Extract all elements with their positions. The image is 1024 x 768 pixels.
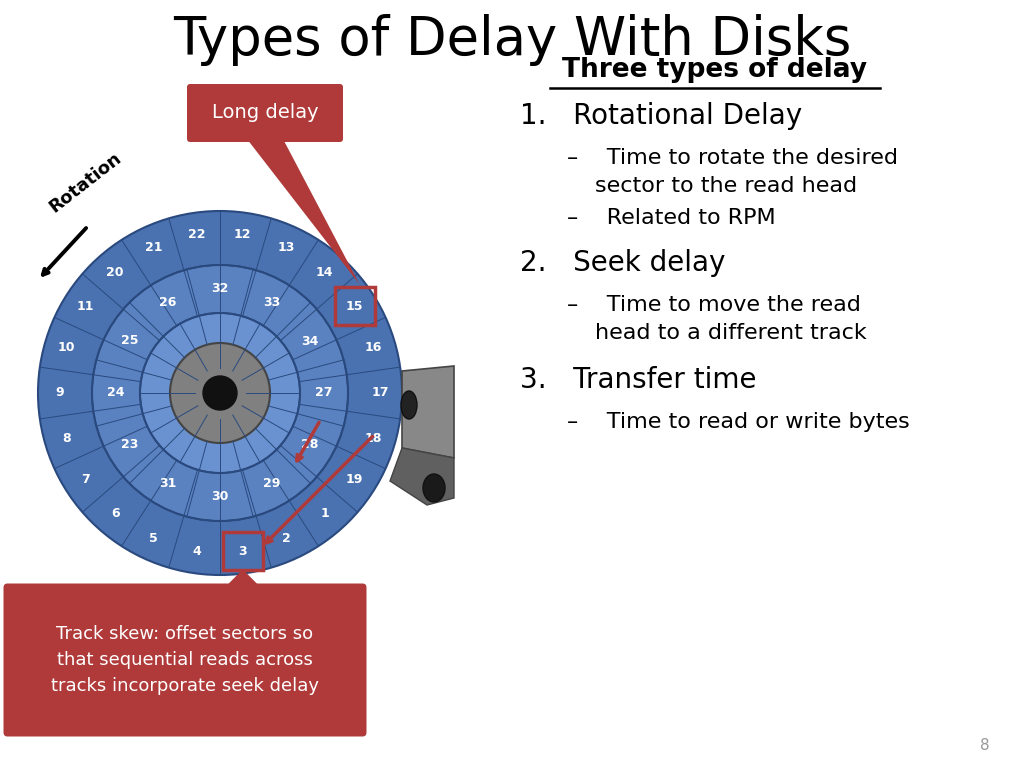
Text: 6: 6 <box>111 508 120 521</box>
Text: Track skew: offset sectors so
that sequential reads across
tracks incorporate se: Track skew: offset sectors so that seque… <box>51 624 319 695</box>
Text: 3.   Transfer time: 3. Transfer time <box>520 366 757 394</box>
Text: 12: 12 <box>234 228 252 241</box>
Polygon shape <box>247 139 359 284</box>
Text: 29: 29 <box>263 477 281 489</box>
Text: 23: 23 <box>121 439 138 452</box>
Text: Long delay: Long delay <box>212 104 318 123</box>
Text: –    Time to read or write bytes: – Time to read or write bytes <box>567 412 909 432</box>
Circle shape <box>92 265 348 521</box>
Text: 14: 14 <box>316 266 334 279</box>
Text: 7: 7 <box>81 473 90 486</box>
Text: 33: 33 <box>263 296 281 310</box>
Circle shape <box>203 376 237 410</box>
Polygon shape <box>390 448 454 505</box>
Text: –    Related to RPM: – Related to RPM <box>567 208 775 228</box>
Text: sector to the read head: sector to the read head <box>595 176 857 196</box>
Text: Three types of delay: Three types of delay <box>562 57 867 83</box>
Polygon shape <box>225 569 261 588</box>
Text: 19: 19 <box>346 473 364 486</box>
Text: 1.   Rotational Delay: 1. Rotational Delay <box>520 102 802 130</box>
Text: –    Time to move the read: – Time to move the read <box>567 295 861 315</box>
Polygon shape <box>402 366 454 458</box>
Text: 8: 8 <box>980 739 990 753</box>
Text: 26: 26 <box>160 296 177 310</box>
Circle shape <box>140 313 300 473</box>
Text: 27: 27 <box>315 386 333 399</box>
Text: 2: 2 <box>282 532 291 545</box>
Text: 28: 28 <box>301 439 318 452</box>
FancyBboxPatch shape <box>187 84 343 142</box>
Ellipse shape <box>423 474 445 502</box>
Text: 4: 4 <box>193 545 202 558</box>
Text: 32: 32 <box>211 283 228 296</box>
Ellipse shape <box>401 391 417 419</box>
Circle shape <box>38 211 402 575</box>
FancyBboxPatch shape <box>3 584 367 737</box>
Text: 15: 15 <box>346 300 364 313</box>
Text: 11: 11 <box>77 300 94 313</box>
Text: 20: 20 <box>106 266 124 279</box>
Text: 16: 16 <box>365 342 382 354</box>
Text: 10: 10 <box>57 342 75 354</box>
Text: 17: 17 <box>372 386 389 399</box>
Text: 22: 22 <box>188 228 206 241</box>
Text: 2.   Seek delay: 2. Seek delay <box>520 249 725 277</box>
Text: 30: 30 <box>211 491 228 504</box>
Text: 9: 9 <box>55 386 65 399</box>
Text: 8: 8 <box>62 432 71 445</box>
Text: Rotation: Rotation <box>45 149 125 216</box>
Text: head to a different track: head to a different track <box>595 323 866 343</box>
Text: 13: 13 <box>278 241 295 254</box>
Text: 3: 3 <box>239 545 247 558</box>
Text: 18: 18 <box>365 432 382 445</box>
Text: 34: 34 <box>301 335 318 347</box>
Text: 31: 31 <box>160 477 177 489</box>
Text: 25: 25 <box>121 335 138 347</box>
Text: –    Time to rotate the desired: – Time to rotate the desired <box>567 148 898 168</box>
Text: 1: 1 <box>321 508 329 521</box>
Circle shape <box>170 343 270 443</box>
Text: 21: 21 <box>144 241 162 254</box>
Text: 24: 24 <box>108 386 125 399</box>
Text: Types of Delay With Disks: Types of Delay With Disks <box>173 14 851 66</box>
Text: 5: 5 <box>150 532 158 545</box>
